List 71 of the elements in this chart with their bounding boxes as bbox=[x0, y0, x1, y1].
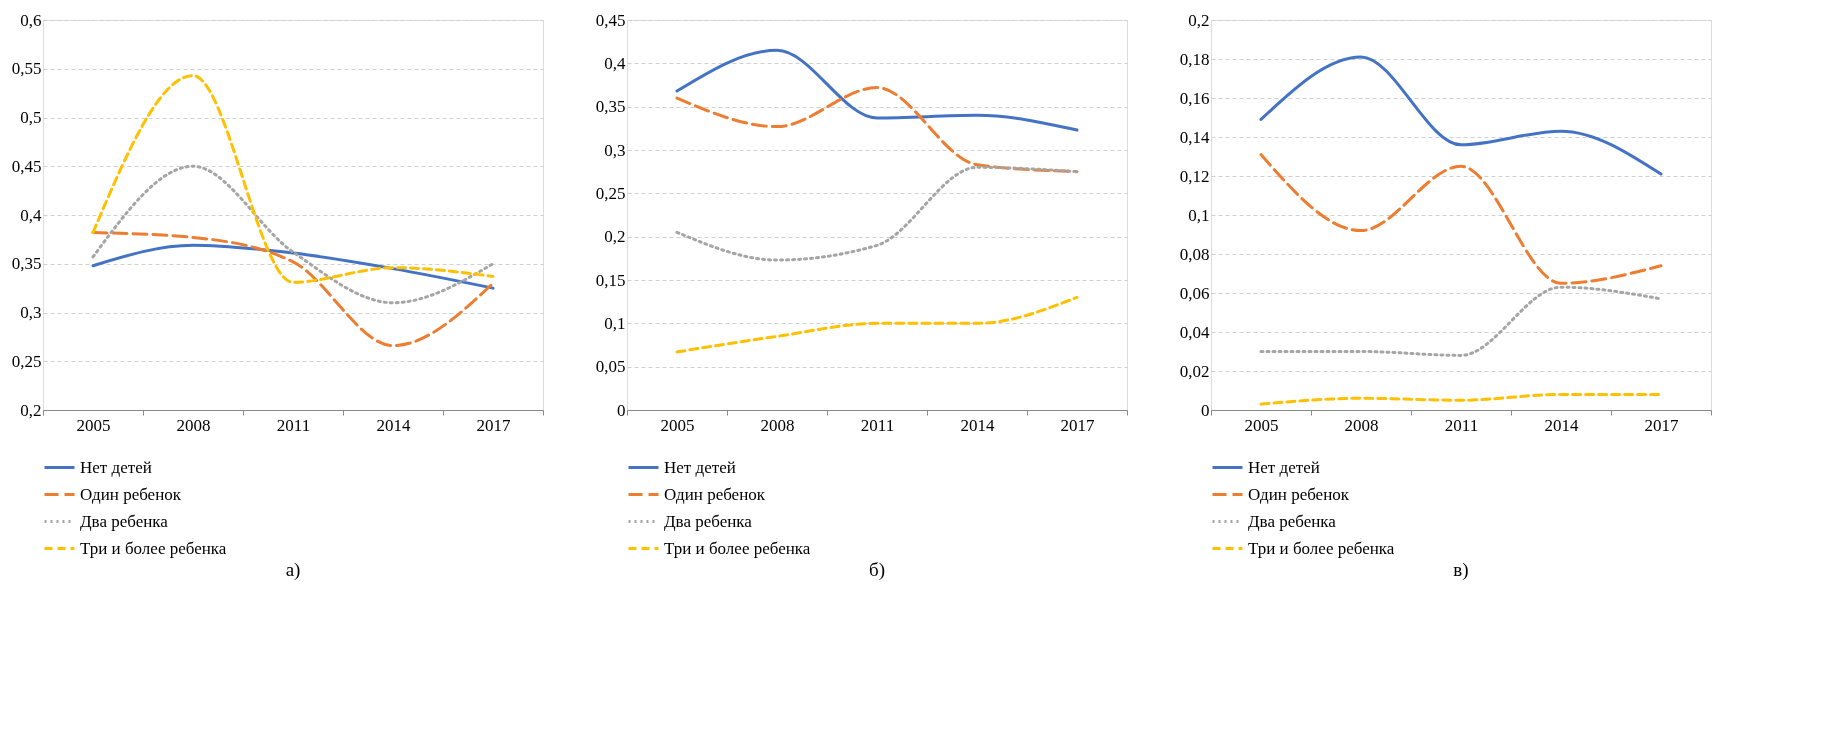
y-tick-label: 0,18 bbox=[1179, 49, 1210, 69]
text: в) bbox=[1453, 559, 1469, 581]
y-tick-label: 0,16 bbox=[1179, 88, 1210, 108]
y-tick-label: 0,55 bbox=[11, 59, 42, 79]
y-tick-label: 0,1 bbox=[604, 313, 626, 333]
line-series bbox=[675, 48, 1079, 132]
x-tick-label: 2005 bbox=[1244, 415, 1279, 435]
x-tick-label: 2008 bbox=[760, 415, 795, 435]
y-tick-label: 0,2 bbox=[604, 227, 626, 247]
y-tick-label: 0,3 bbox=[604, 140, 626, 160]
y-tick-label: 0,35 bbox=[595, 97, 626, 117]
line-series bbox=[675, 295, 1079, 354]
x-tick-label: 2008 bbox=[176, 415, 211, 435]
y-tick-label: 0,06 bbox=[1179, 283, 1210, 303]
line-series bbox=[91, 164, 495, 305]
line-series bbox=[1259, 392, 1663, 406]
legend-label: Один ребенок bbox=[1248, 484, 1350, 504]
text: а) bbox=[285, 559, 301, 581]
x-tick-label: 2011 bbox=[1444, 415, 1479, 435]
line-series bbox=[1259, 153, 1663, 285]
y-tick-label: 0,08 bbox=[1179, 244, 1210, 264]
line-series bbox=[675, 86, 1079, 174]
line-series bbox=[1259, 285, 1663, 357]
x-tick-label: 2017 bbox=[1644, 415, 1679, 435]
legend-label: Два ребенка bbox=[80, 511, 169, 531]
y-tick-label: 0,45 bbox=[595, 10, 626, 30]
legend-label: Два ребенка bbox=[1248, 511, 1337, 531]
x-tick-label: 2014 bbox=[376, 415, 411, 435]
legend-label: Три и более ребенка bbox=[80, 538, 227, 558]
y-tick-label: 0,04 bbox=[1179, 322, 1210, 342]
x-tick-label: 2011 bbox=[860, 415, 895, 435]
y-tick-label: 0,5 bbox=[20, 108, 42, 127]
legend-label: Нет детей bbox=[1248, 457, 1320, 477]
y-tick-label: 0,25 bbox=[11, 351, 42, 371]
y-tick-label: 0,45 bbox=[11, 156, 42, 176]
legend-label: Два ребенка bbox=[664, 511, 753, 531]
y-tick-label: 0,05 bbox=[595, 357, 626, 377]
line-series bbox=[91, 231, 495, 348]
text: б) bbox=[869, 559, 885, 581]
x-tick-label: 2011 bbox=[276, 415, 311, 435]
y-tick-label: 0,4 bbox=[604, 53, 626, 73]
legend-label: Нет детей bbox=[664, 457, 736, 477]
x-tick-label: 2017 bbox=[1060, 415, 1095, 435]
line-series bbox=[91, 74, 495, 284]
x-tick-label: 2008 bbox=[1344, 415, 1379, 435]
y-tick-label: 0 bbox=[617, 400, 626, 420]
y-tick-label: 0,15 bbox=[595, 270, 626, 290]
legend-label: Нет детей bbox=[80, 457, 152, 477]
y-tick-label: 0,12 bbox=[1179, 166, 1210, 186]
y-tick-label: 0,02 bbox=[1179, 361, 1210, 381]
legend-label: Три и более ребенка bbox=[1248, 538, 1395, 558]
y-tick-label: 0,35 bbox=[11, 254, 42, 274]
y-tick-label: 0 bbox=[1201, 400, 1210, 420]
y-tick-label: 0,14 bbox=[1179, 127, 1210, 147]
line-series bbox=[1259, 55, 1663, 176]
x-tick-label: 2005 bbox=[660, 415, 695, 435]
x-tick-label: 2005 bbox=[76, 415, 111, 435]
y-tick-label: 0,3 bbox=[20, 303, 42, 322]
legend-label: Один ребенок bbox=[80, 484, 182, 504]
y-tick-label: 0,1 bbox=[1188, 205, 1210, 225]
y-tick-label: 0,2 bbox=[20, 400, 42, 420]
x-tick-label: 2017 bbox=[476, 415, 511, 435]
x-tick-label: 2014 bbox=[1544, 415, 1579, 435]
legend-label: Один ребенок bbox=[664, 484, 766, 504]
legend-label: Три и более ребенка bbox=[664, 538, 811, 558]
y-tick-label: 0,2 bbox=[1188, 10, 1210, 30]
y-tick-label: 0,25 bbox=[595, 183, 626, 203]
line-series bbox=[675, 165, 1079, 262]
y-tick-label: 0,6 bbox=[20, 10, 42, 30]
y-tick-label: 0,4 bbox=[20, 205, 42, 225]
x-tick-label: 2014 bbox=[960, 415, 995, 435]
